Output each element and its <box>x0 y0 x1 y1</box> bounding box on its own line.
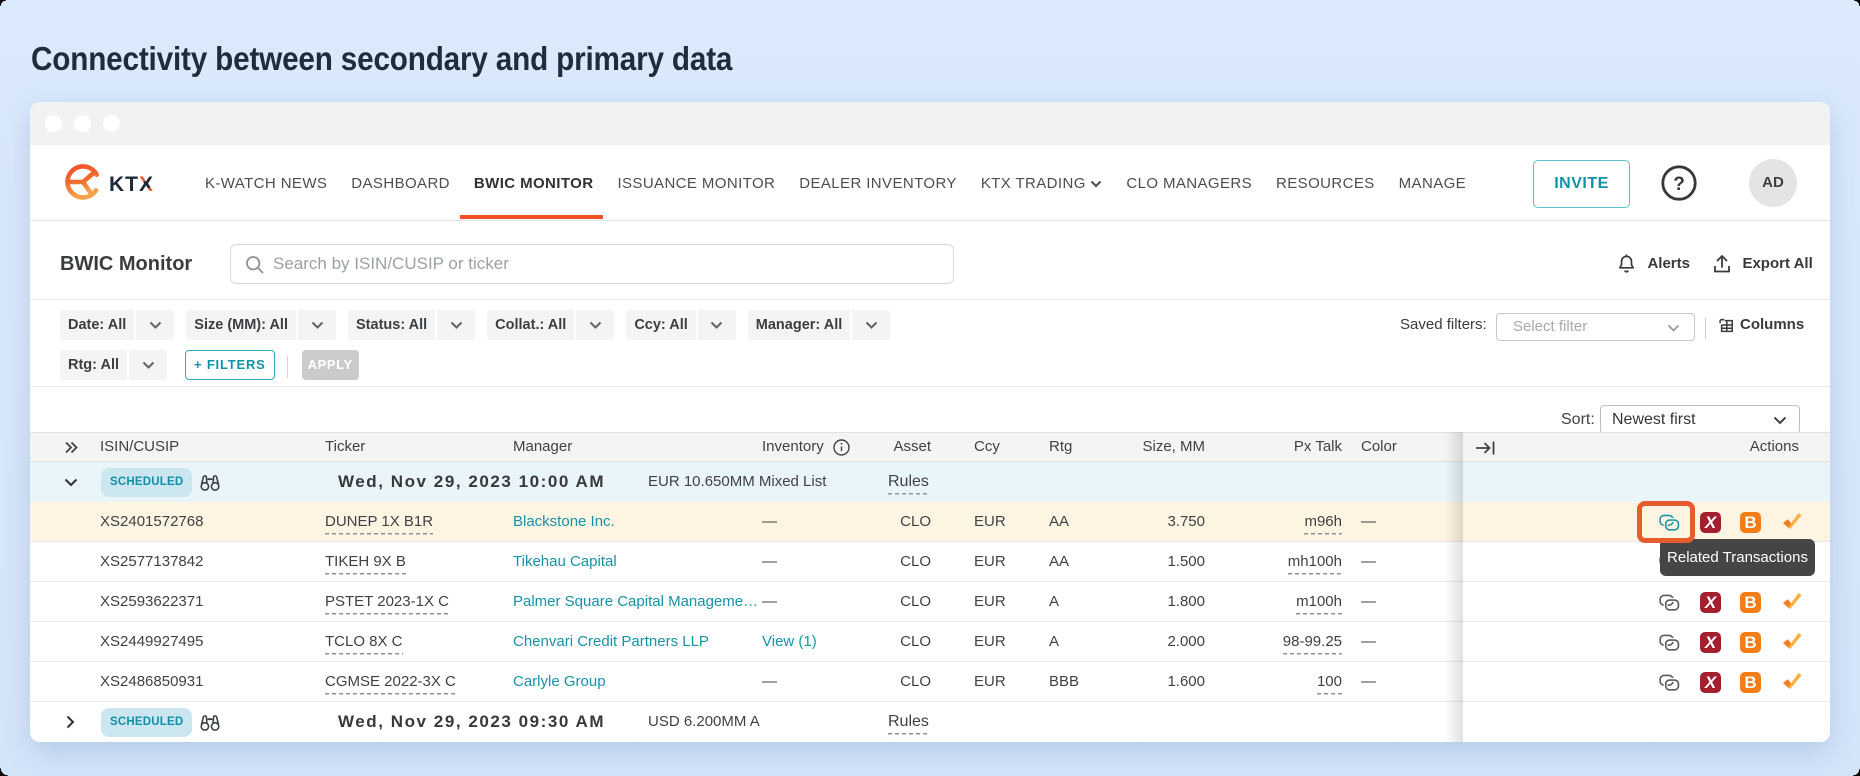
svg-text:?: ? <box>1673 174 1685 195</box>
